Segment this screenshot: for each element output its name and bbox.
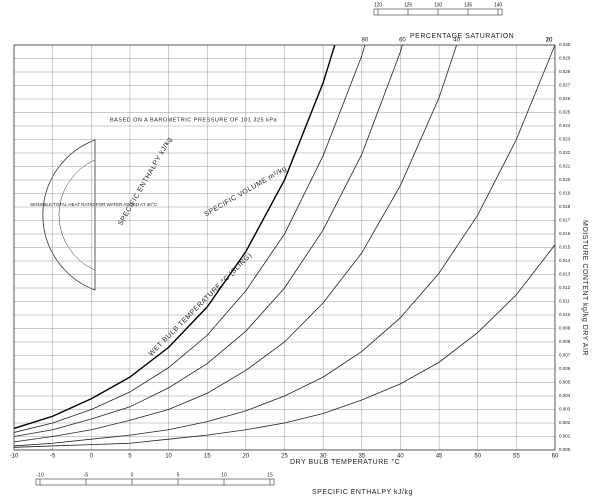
y-tick-label: 0.018 <box>559 204 571 209</box>
y-tick-label: 0.016 <box>559 231 571 236</box>
x-tick-label: -5 <box>50 454 56 460</box>
tick-label: 125 <box>404 2 413 8</box>
y-tick-label: 0.023 <box>559 137 571 142</box>
tick-label: 130 <box>434 2 443 8</box>
y-tick-label: 0.005 <box>559 380 571 385</box>
y-tick-label: 0.022 <box>559 150 571 155</box>
x-tick-label: 10 <box>165 454 172 460</box>
y-tick-label: 0.029 <box>559 56 571 61</box>
plot-frame <box>13 44 556 451</box>
annotation: SPECIFIC ENTHALPY kJ/kg <box>312 489 413 496</box>
series-label: 60 <box>399 38 406 44</box>
protractor-label: SENSIBLE/TOTAL HEAT RATIO FOR WATER ADDE… <box>30 202 158 207</box>
tick-label: 120 <box>374 2 383 8</box>
x-tick-label: 35 <box>358 454 365 460</box>
y-tick-label: 0.002 <box>559 420 571 425</box>
saturation-line <box>14 45 403 437</box>
x-tick-label: 5 <box>128 454 132 460</box>
tick-label: 15 <box>267 472 273 478</box>
y-tick-label: 0.008 <box>559 339 571 344</box>
protractor-arc <box>58 159 96 271</box>
saturation-line <box>14 45 366 433</box>
note: BASED ON A BAROMETRIC PRESSURE OF 101 32… <box>110 117 278 123</box>
y-axis-label: MOISTURE CONTENT kg/kg DRY AIR <box>581 220 588 356</box>
tick-label: 10 <box>221 472 227 478</box>
tick-label: -10 <box>36 472 43 478</box>
saturation-line <box>14 244 555 448</box>
y-tick-label: 0.019 <box>559 191 571 196</box>
y-tick-label: 0.024 <box>559 123 571 128</box>
y-tick-label: 0.007 <box>559 353 571 358</box>
annotation: WET BULB TEMPERATURE °C (SLING) <box>147 251 254 358</box>
chart-title: PERCENTAGE SATURATION <box>410 33 514 40</box>
x-tick-label: 45 <box>436 454 443 460</box>
tick-label: 135 <box>464 2 473 8</box>
y-tick-label: 0.014 <box>559 258 571 263</box>
y-tick-label: 0.021 <box>559 164 571 169</box>
enthalpy-scale <box>35 478 275 486</box>
annotation: SPECIFIC ENTHALPY kJ/kg <box>117 136 173 227</box>
x-tick-label: 30 <box>320 454 327 460</box>
series-label: 10 <box>546 38 553 44</box>
x-tick-label: 0 <box>90 454 94 460</box>
y-tick-label: 0.009 <box>559 326 571 331</box>
tick-label: 5 <box>177 472 180 478</box>
y-tick-label: 0.010 <box>559 312 571 317</box>
y-tick-label: 0.020 <box>559 177 571 182</box>
y-tick-label: 0.017 <box>559 218 571 223</box>
x-tick-label: -10 <box>10 454 19 460</box>
series-label: 80 <box>362 38 369 44</box>
x-tick-label: 15 <box>204 454 211 460</box>
y-tick-label: 0.000 <box>559 447 571 452</box>
y-tick-label: 0.026 <box>559 96 571 101</box>
x-tick-label: 60 <box>552 454 559 460</box>
saturation-line <box>14 45 458 443</box>
tick-label: 0 <box>131 472 134 478</box>
x-tick-label: 40 <box>397 454 404 460</box>
tick-label: -5 <box>84 472 89 478</box>
y-tick-label: 0.030 <box>559 42 571 47</box>
plot-area <box>14 45 555 450</box>
y-tick-label: 0.004 <box>559 393 571 398</box>
x-tick-label: 55 <box>513 454 520 460</box>
series-label: 20 <box>546 38 553 44</box>
x-tick-label: 20 <box>243 454 250 460</box>
y-tick-label: 0.012 <box>559 285 571 290</box>
y-tick-label: 0.025 <box>559 110 571 115</box>
y-tick-label: 0.011 <box>559 299 570 304</box>
y-tick-label: 0.015 <box>559 245 571 250</box>
x-tick-label: 50 <box>474 454 481 460</box>
y-tick-label: 0.027 <box>559 83 571 88</box>
saturation-curve <box>14 45 336 430</box>
protractor <box>42 139 96 291</box>
y-tick-label: 0.003 <box>559 407 571 412</box>
y-tick-label: 0.013 <box>559 272 571 277</box>
saturation-line <box>14 45 555 447</box>
tick-label: 140 <box>494 2 503 8</box>
series-label: 40 <box>453 38 460 44</box>
y-tick-label: 0.001 <box>559 434 571 439</box>
y-tick-label: 0.006 <box>559 366 571 371</box>
y-tick-label: 0.028 <box>559 69 571 74</box>
x-axis-label: DRY BULB TEMPERATURE °C <box>290 458 400 466</box>
x-tick-label: 25 <box>281 454 288 460</box>
